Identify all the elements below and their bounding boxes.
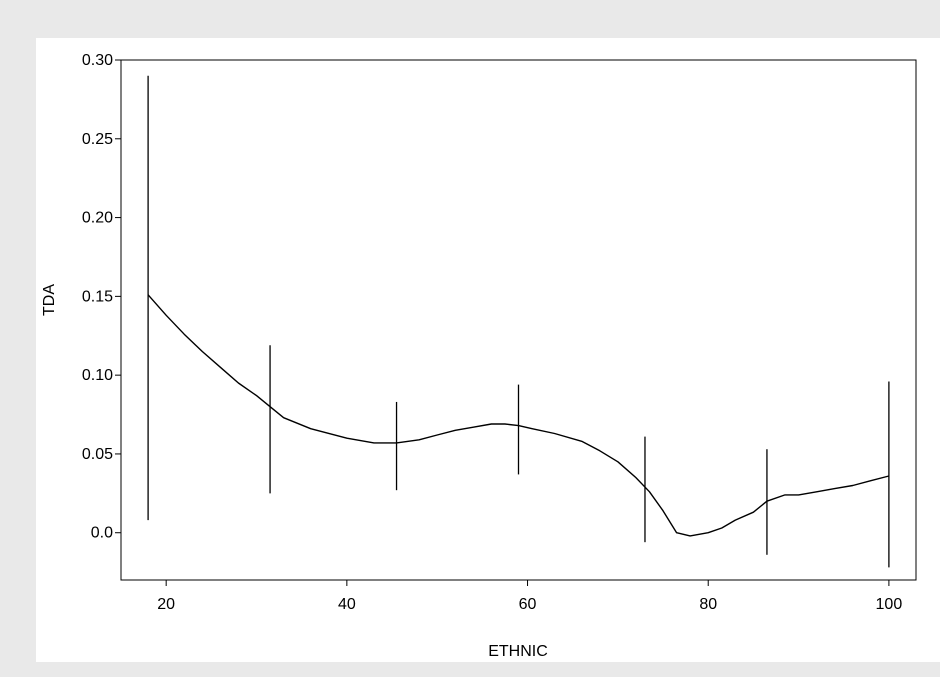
x-tick-label: 60 [519,596,537,613]
y-tick-label: 0.0 [91,525,113,542]
y-tick-label: 0.10 [82,367,113,384]
chart-panel [36,38,940,662]
y-tick-label: 0.20 [82,210,113,227]
x-tick-label: 40 [338,596,356,613]
y-tick-label: 0.30 [82,52,113,69]
y-tick-label: 0.05 [82,446,113,463]
plot-frame [120,59,917,581]
y-tick-label: 0.25 [82,131,113,148]
x-tick-label: 100 [876,596,903,613]
x-tick-label: 20 [157,596,175,613]
series-line [147,294,890,537]
x-axis-label: ETHNIC [488,643,548,660]
x-tick-label: 80 [699,596,717,613]
y-axis-label: TDA [41,284,58,316]
y-tick-label: 0.15 [82,288,113,305]
